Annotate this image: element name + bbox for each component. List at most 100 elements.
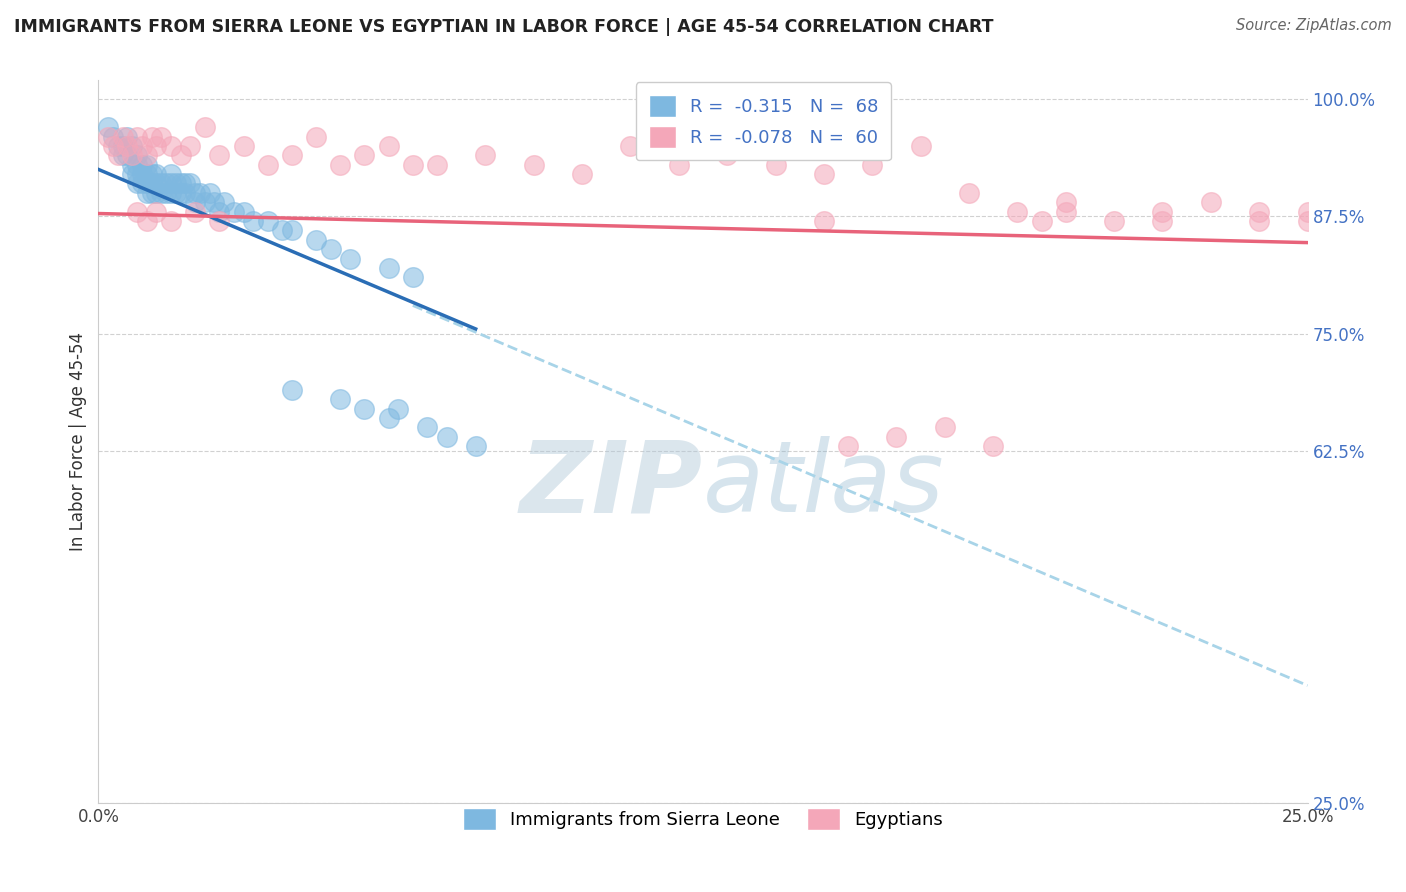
Point <box>117 139 139 153</box>
Point <box>145 204 167 219</box>
Point <box>571 167 593 181</box>
Point <box>523 158 546 172</box>
Point <box>135 167 157 181</box>
Point <box>150 129 173 144</box>
Point <box>208 214 231 228</box>
Point <box>135 148 157 162</box>
Point <box>131 167 153 181</box>
Point <box>981 439 1004 453</box>
Point <box>1031 214 1053 228</box>
Point <box>204 195 226 210</box>
Point <box>1152 214 1174 228</box>
Point <box>160 177 183 191</box>
Point <box>169 148 191 162</box>
Point <box>97 129 120 144</box>
Point <box>160 139 183 153</box>
Point <box>111 148 134 162</box>
Point <box>1249 214 1271 228</box>
Point <box>387 401 409 416</box>
Point <box>208 204 231 219</box>
Point <box>765 158 787 172</box>
Text: ZIP: ZIP <box>520 436 703 533</box>
Point <box>416 420 439 434</box>
Point <box>155 186 177 200</box>
Point <box>329 392 352 407</box>
Point <box>101 129 124 144</box>
Point <box>353 401 375 416</box>
Point <box>127 167 149 181</box>
Point <box>1007 204 1029 219</box>
Point <box>121 158 143 172</box>
Point <box>1199 195 1222 210</box>
Point <box>319 242 342 256</box>
Point <box>165 186 187 200</box>
Point <box>464 439 486 453</box>
Point <box>165 177 187 191</box>
Text: Source: ZipAtlas.com: Source: ZipAtlas.com <box>1236 18 1392 33</box>
Point <box>121 139 143 153</box>
Point <box>813 214 835 228</box>
Point <box>155 177 177 191</box>
Point <box>127 204 149 219</box>
Point <box>1152 204 1174 219</box>
Point <box>910 139 932 153</box>
Point <box>179 139 201 153</box>
Text: atlas: atlas <box>703 436 945 533</box>
Point <box>127 158 149 172</box>
Point <box>1054 195 1077 210</box>
Point <box>101 139 124 153</box>
Point <box>127 148 149 162</box>
Point <box>174 177 197 191</box>
Legend: Immigrants from Sierra Leone, Egyptians: Immigrants from Sierra Leone, Egyptians <box>453 797 953 841</box>
Point <box>97 120 120 135</box>
Point <box>145 177 167 191</box>
Point <box>1249 204 1271 219</box>
Point <box>179 177 201 191</box>
Point <box>339 252 361 266</box>
Point <box>668 158 690 172</box>
Point <box>194 195 217 210</box>
Point <box>305 233 328 247</box>
Point <box>1296 204 1319 219</box>
Point <box>305 129 328 144</box>
Point <box>141 129 163 144</box>
Point <box>281 383 304 397</box>
Point <box>169 186 191 200</box>
Point <box>377 260 399 275</box>
Point <box>256 158 278 172</box>
Point <box>160 167 183 181</box>
Point <box>135 158 157 172</box>
Point <box>160 214 183 228</box>
Point <box>934 420 956 434</box>
Point <box>135 214 157 228</box>
Point <box>127 177 149 191</box>
Point <box>117 129 139 144</box>
Point <box>184 204 207 219</box>
Point <box>1102 214 1125 228</box>
Point <box>184 195 207 210</box>
Point <box>1296 214 1319 228</box>
Point <box>813 167 835 181</box>
Point <box>194 120 217 135</box>
Point <box>222 204 245 219</box>
Point <box>111 139 134 153</box>
Point <box>957 186 980 200</box>
Point <box>131 139 153 153</box>
Point <box>145 167 167 181</box>
Point <box>131 158 153 172</box>
Point <box>145 186 167 200</box>
Point <box>184 186 207 200</box>
Point <box>271 223 294 237</box>
Point <box>121 167 143 181</box>
Point <box>232 139 254 153</box>
Point <box>837 439 859 453</box>
Point <box>107 139 129 153</box>
Point <box>281 223 304 237</box>
Point <box>198 186 221 200</box>
Point <box>377 139 399 153</box>
Point <box>107 148 129 162</box>
Point <box>860 158 883 172</box>
Point <box>353 148 375 162</box>
Point <box>886 430 908 444</box>
Text: IMMIGRANTS FROM SIERRA LEONE VS EGYPTIAN IN LABOR FORCE | AGE 45-54 CORRELATION : IMMIGRANTS FROM SIERRA LEONE VS EGYPTIAN… <box>14 18 994 36</box>
